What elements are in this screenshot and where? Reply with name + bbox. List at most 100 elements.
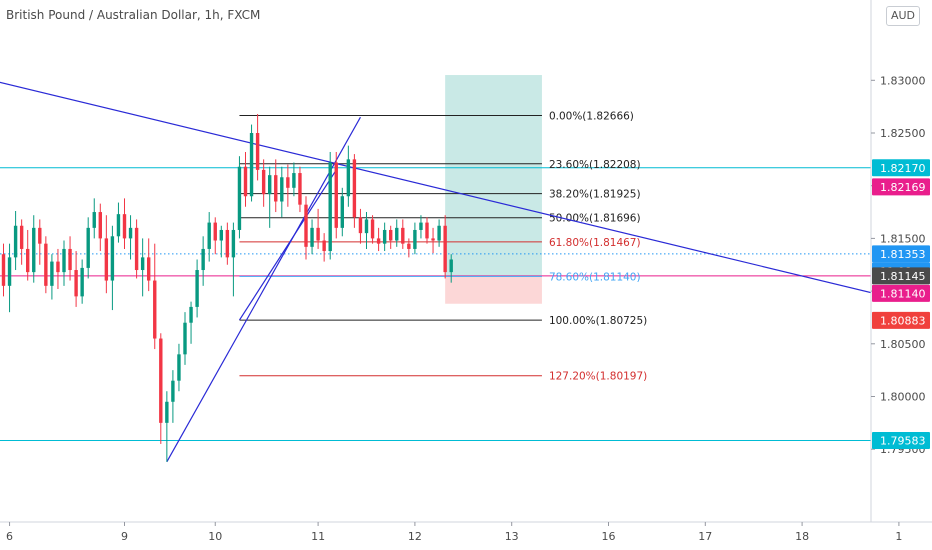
candle-body (159, 338, 163, 423)
candle-body (92, 212, 96, 228)
candle (104, 215, 109, 294)
candle (122, 198, 127, 249)
candle (443, 215, 447, 279)
candle-body (140, 257, 145, 271)
candle (231, 222, 236, 297)
candle (219, 225, 223, 258)
candle-body (304, 204, 308, 247)
stop-zone (445, 275, 542, 304)
candle (431, 227, 435, 254)
candle-body (316, 227, 320, 241)
candle-body (38, 227, 42, 244)
price-label-2: 1.81353 (872, 245, 930, 263)
time-tick-label-6: 16 (602, 530, 616, 543)
candle-body (134, 227, 139, 271)
candle-body (147, 257, 151, 281)
candle (292, 162, 296, 197)
trend-line-1 (166, 116, 361, 463)
candle-body (153, 280, 157, 339)
candle-body (352, 159, 357, 218)
candle-body (443, 225, 447, 273)
price-label-5: 1.81140 (872, 284, 930, 302)
candle-body (425, 222, 429, 239)
candle (56, 248, 60, 289)
candle (401, 219, 405, 249)
candle-body (255, 133, 260, 170)
target-zone (445, 75, 542, 276)
price-label-text: 1.81353 (880, 248, 926, 261)
candle-body (225, 229, 230, 258)
candle (413, 222, 417, 255)
price-label-text: 1.80883 (880, 314, 926, 327)
candle (80, 259, 84, 304)
candle-body (389, 229, 393, 241)
candle-body (407, 243, 411, 249)
candle (153, 243, 157, 350)
candle (419, 215, 423, 239)
price-label-0: 1.82170 (872, 159, 930, 177)
candle (334, 151, 338, 239)
fib-label-6: 100.00%(1.80725) (549, 315, 647, 327)
candle-body (68, 248, 72, 271)
candle-body (328, 162, 332, 252)
price-label-bg (872, 159, 930, 177)
candle (201, 236, 205, 286)
candle-body (449, 259, 453, 273)
currency-button[interactable]: AUD (886, 6, 920, 26)
candle-body (249, 133, 254, 197)
candle-body (322, 240, 326, 252)
price-label-text: 1.81145 (880, 270, 926, 283)
price-label-text: 1.82169 (880, 181, 926, 194)
price-label-bg (872, 284, 930, 302)
candle-body (62, 248, 66, 273)
time-tick-label-4: 12 (408, 530, 422, 543)
candle (128, 215, 133, 260)
fib-label-5: 78.60%(1.81140) (549, 271, 641, 283)
time-tick-label-5: 13 (505, 530, 519, 543)
candle (26, 229, 30, 281)
time-tick-label-9: 1 (895, 530, 902, 543)
candle (116, 202, 121, 243)
candle (147, 238, 151, 292)
candle-body (177, 354, 181, 381)
trend-line-2 (238, 169, 337, 321)
fib-label-0: 0.00%(1.82666) (549, 111, 634, 123)
price-label-4: 1.81145 (872, 267, 930, 285)
candle (370, 215, 375, 244)
candle (177, 343, 181, 392)
candle-body (310, 227, 314, 247)
price-label-bg (872, 178, 930, 196)
candle (159, 333, 163, 444)
candle-body (26, 248, 30, 273)
candle (298, 166, 302, 213)
price-tick-label-7: 1.83000 (880, 74, 926, 87)
candle-body (116, 214, 121, 237)
candle (310, 219, 314, 255)
candle (44, 236, 48, 294)
fib-label-4: 61.80%(1.81467) (549, 237, 641, 249)
candle-body (213, 222, 217, 241)
candle (280, 166, 284, 218)
candle-body (201, 248, 205, 271)
candle-body (346, 159, 351, 197)
price-label-text: 1.79583 (880, 434, 926, 447)
trend-line-0 (0, 81, 871, 294)
price-label-bg (872, 431, 930, 449)
price-label-text: 1.82170 (880, 162, 926, 175)
candle-body (104, 238, 109, 281)
candle (286, 164, 290, 207)
candle-body (231, 229, 236, 258)
candle (62, 240, 66, 286)
candle (425, 217, 429, 244)
candle-body (298, 173, 302, 205)
candle (134, 219, 139, 279)
candle (237, 156, 242, 239)
candle-body (358, 217, 363, 234)
candle-body (56, 261, 60, 273)
time-tick-label-8: 18 (795, 530, 809, 543)
candle-body (395, 227, 399, 241)
candle-body (243, 166, 248, 197)
candle (358, 208, 363, 244)
candle-body (376, 238, 381, 244)
